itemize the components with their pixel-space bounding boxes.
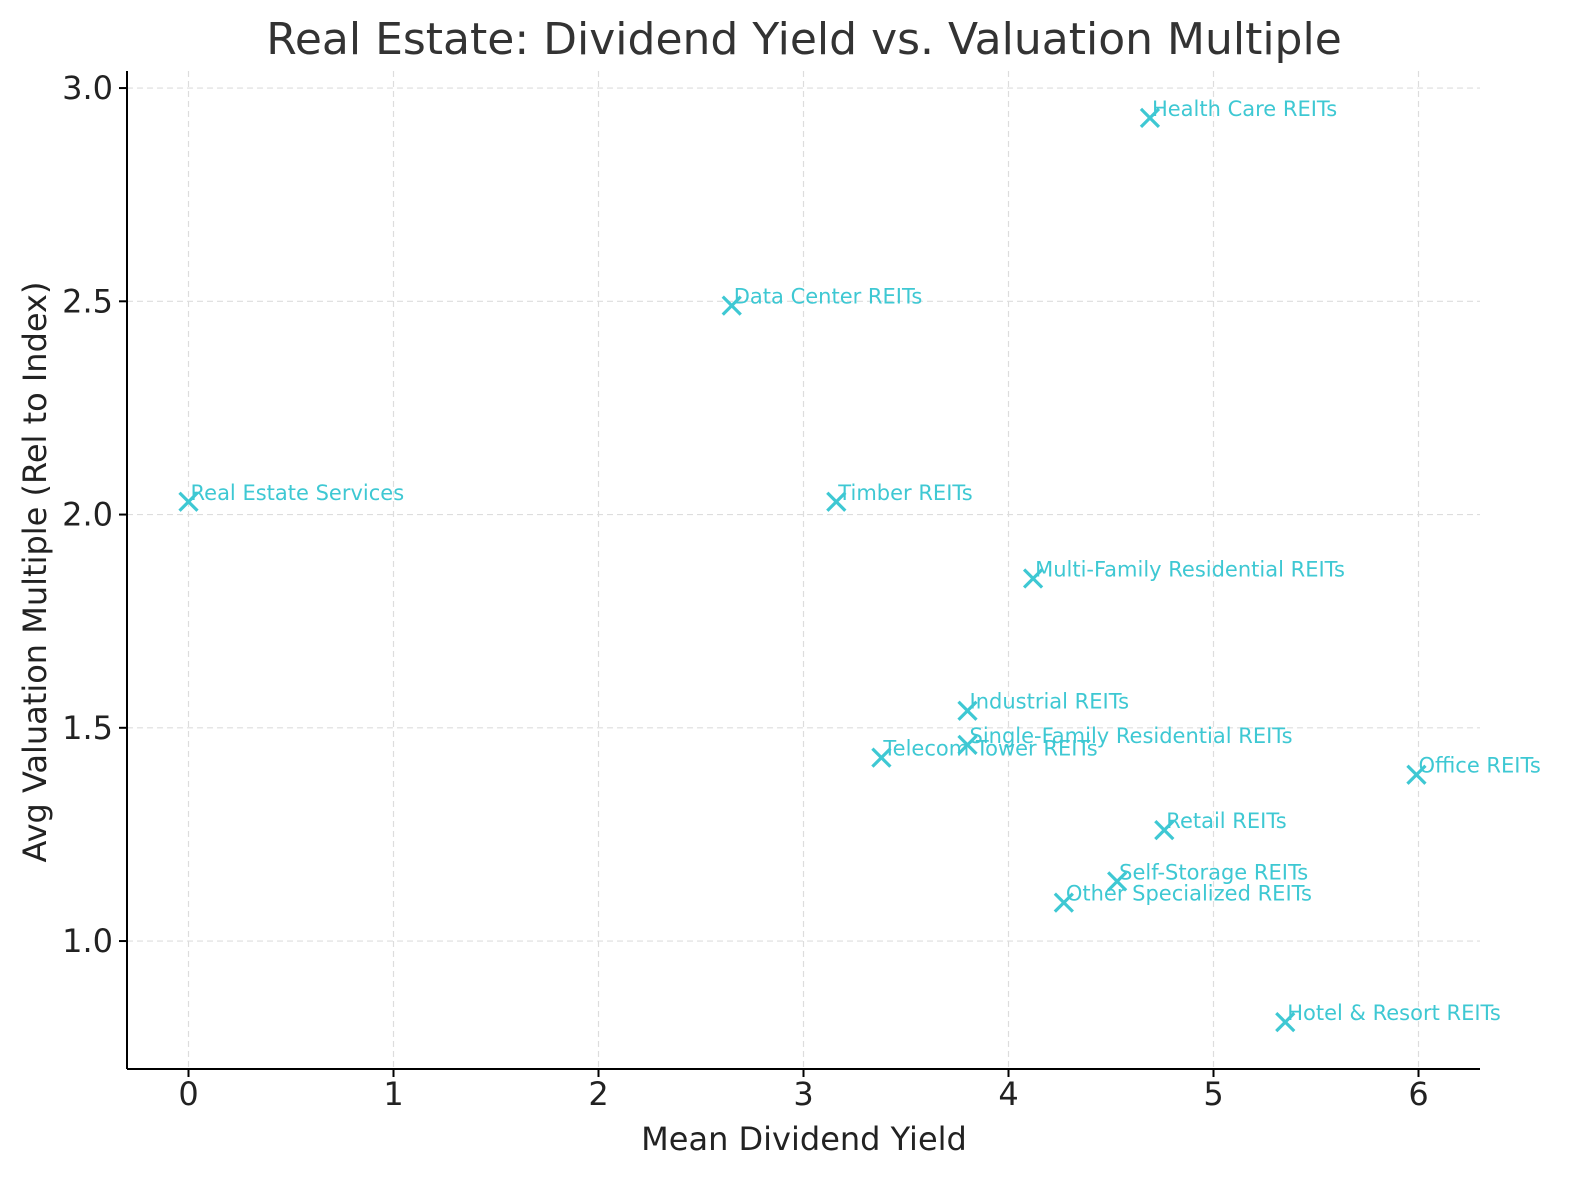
point-label: Other Specialized REITs bbox=[1066, 882, 1312, 906]
point-label: Office REITs bbox=[1418, 754, 1540, 778]
data-point: Data Center REITs bbox=[721, 285, 923, 316]
x-axis-label: Mean Dividend Yield bbox=[641, 1120, 967, 1158]
point-marker-stroke bbox=[1053, 892, 1074, 913]
point-label: Self-Storage REITs bbox=[1119, 860, 1308, 884]
x-tick-label: 3 bbox=[793, 1075, 813, 1113]
data-point: Single-Family Residential REITs bbox=[957, 724, 1293, 755]
axes bbox=[119, 71, 1480, 1077]
grid-lines bbox=[127, 71, 1480, 1069]
tick-labels: 0 1 2 3 4 5 6 1.0 1.5 2.0 2.5 3.0 bbox=[62, 69, 1429, 1113]
point-marker-stroke bbox=[1139, 107, 1161, 129]
point-label: Multi-Family Residential REITs bbox=[1035, 558, 1345, 582]
data-point: Telecom Tower REITs bbox=[871, 737, 1098, 768]
point-label: Timber REITs bbox=[837, 481, 972, 505]
data-point: Industrial REITs bbox=[957, 690, 1130, 721]
point-marker-stroke bbox=[178, 491, 199, 512]
data-point: Hotel & Resort REITs bbox=[1275, 1001, 1501, 1033]
data-point: Other Specialized REITs bbox=[1053, 882, 1312, 913]
point-label: Real Estate Services bbox=[191, 481, 405, 505]
point-label: Health Care REITs bbox=[1152, 97, 1337, 121]
point-marker-stroke bbox=[1154, 820, 1175, 841]
point-label: Single-Family Residential REITs bbox=[970, 724, 1293, 748]
point-marker-stroke bbox=[1406, 764, 1427, 785]
point-marker-stroke bbox=[871, 747, 892, 768]
x-tick-label: 6 bbox=[1408, 1075, 1428, 1113]
point-label: Retail REITs bbox=[1166, 809, 1286, 833]
y-tick-label: 2.5 bbox=[62, 282, 113, 320]
data-point: Retail REITs bbox=[1154, 809, 1287, 841]
data-point: Health Care REITs bbox=[1139, 97, 1337, 129]
y-tick-label: 2.0 bbox=[62, 496, 113, 534]
data-point: Office REITs bbox=[1406, 754, 1541, 785]
chart-title: Real Estate: Dividend Yield vs. Valuatio… bbox=[266, 14, 1342, 65]
y-tick-label: 1.5 bbox=[62, 709, 113, 747]
point-marker-stroke bbox=[957, 734, 978, 755]
x-tick-label: 2 bbox=[588, 1075, 608, 1113]
point-marker-stroke bbox=[1022, 568, 1044, 589]
point-marker-stroke bbox=[957, 700, 978, 721]
point-marker-stroke bbox=[1275, 1011, 1296, 1033]
data-point: Multi-Family Residential REITs bbox=[1022, 558, 1345, 589]
y-tick-label: 1.0 bbox=[62, 922, 113, 960]
y-tick-label: 3.0 bbox=[62, 69, 113, 107]
point-label: Data Center REITs bbox=[734, 285, 923, 309]
x-tick-label: 1 bbox=[383, 1075, 403, 1113]
point-label: Industrial REITs bbox=[970, 690, 1130, 714]
point-label: Telecom Tower REITs bbox=[882, 737, 1097, 761]
point-marker-stroke bbox=[826, 491, 847, 512]
data-point: Real Estate Services bbox=[178, 481, 405, 512]
point-marker-stroke bbox=[721, 295, 742, 316]
point-label: Hotel & Resort REITs bbox=[1287, 1001, 1501, 1025]
x-tick-label: 4 bbox=[998, 1075, 1018, 1113]
data-point: Self-Storage REITs bbox=[1107, 860, 1308, 892]
data-points: Health Care REITs Data Center REITs Real E… bbox=[178, 97, 1541, 1033]
x-tick-label: 5 bbox=[1203, 1075, 1223, 1113]
point-marker-stroke bbox=[1107, 871, 1128, 892]
y-axis-label: Avg Valuation Multiple (Rel to Index) bbox=[16, 282, 54, 863]
data-point: Timber REITs bbox=[826, 481, 973, 512]
x-tick-label: 0 bbox=[178, 1075, 198, 1113]
